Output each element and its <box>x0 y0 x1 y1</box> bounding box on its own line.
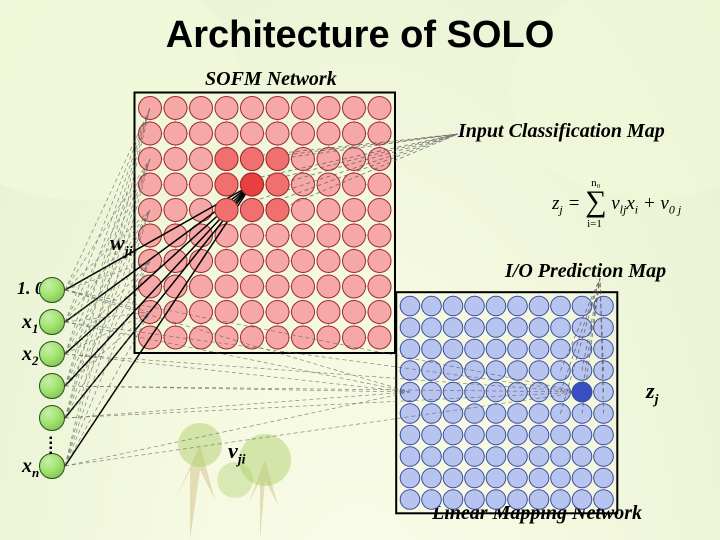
label-vji: vji <box>228 438 246 468</box>
label-wji: wji <box>110 230 132 260</box>
label-sofm: SOFM Network <box>205 68 337 91</box>
label-x2: x2 <box>22 343 39 369</box>
input-node <box>39 309 65 335</box>
label-io-map: I/O Prediction Map <box>505 260 666 283</box>
label-linear-map: Linear Mapping Network <box>432 502 642 525</box>
formula: zj = n₀ ∑ i=1 vljxi + v0 j <box>552 192 681 218</box>
label-x1: x1 <box>22 311 39 337</box>
page-title: Architecture of SOLO <box>0 14 720 57</box>
label-xn: xn <box>22 455 39 481</box>
input-node <box>39 341 65 367</box>
input-node <box>39 373 65 399</box>
label-input-map: Input Classification Map <box>458 120 665 143</box>
vertical-dots: ▪ ▪ ▪ ▪ <box>49 436 53 456</box>
input-node <box>39 405 65 431</box>
label-zj: zj <box>646 378 658 408</box>
input-node <box>39 277 65 303</box>
